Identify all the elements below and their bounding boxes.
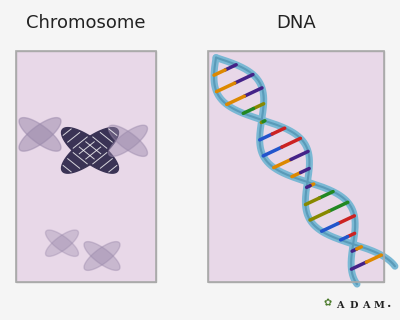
Polygon shape [19,118,61,151]
Polygon shape [108,125,148,156]
FancyBboxPatch shape [208,51,384,282]
FancyBboxPatch shape [16,51,156,282]
Text: Chromosome: Chromosome [26,14,146,32]
Polygon shape [108,125,148,156]
Polygon shape [62,128,118,173]
Text: A: A [362,301,370,310]
Polygon shape [84,242,120,270]
Text: DNA: DNA [276,14,316,32]
Polygon shape [19,118,61,151]
Text: ✿: ✿ [324,299,332,309]
Text: M: M [374,301,385,310]
Polygon shape [46,230,78,256]
Text: D: D [350,301,358,310]
Text: A: A [336,301,344,310]
Text: .: . [387,297,392,310]
Polygon shape [62,128,118,173]
Polygon shape [46,230,78,256]
Polygon shape [84,242,120,270]
